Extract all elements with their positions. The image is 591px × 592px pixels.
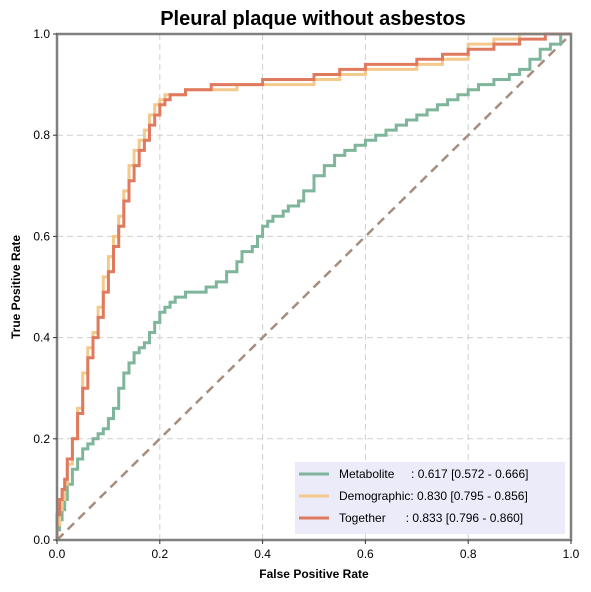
y-axis-label: True Positive Rate	[9, 235, 23, 339]
x-tick-label-0: 0.0	[49, 547, 66, 561]
y-tick-label-4: 0.8	[33, 128, 50, 142]
legend-entry-together: Together : 0.833 [0.796 - 0.860]	[339, 511, 523, 525]
legend-entry-metabolite: Metabolite : 0.617 [0.572 - 0.666]	[339, 467, 528, 481]
x-tick-label-5: 1.0	[563, 547, 580, 561]
y-tick-label-1: 0.2	[33, 432, 50, 446]
y-tick-label-5: 1.0	[33, 27, 50, 41]
y-tick-label-3: 0.6	[33, 229, 50, 243]
x-tick-label-1: 0.2	[151, 547, 168, 561]
x-tick-label-3: 0.6	[357, 547, 374, 561]
chart-title: Pleural plaque without asbestos	[160, 8, 466, 30]
x-axis-label: False Positive Rate	[259, 567, 369, 581]
legend: Metabolite : 0.617 [0.572 - 0.666] Demogr…	[295, 462, 565, 534]
y-tick-label-0: 0.0	[33, 533, 50, 547]
y-tick-label-2: 0.4	[33, 331, 50, 345]
x-tick-label-4: 0.8	[460, 547, 477, 561]
legend-entry-demographic: Demographic: 0.830 [0.795 - 0.856]	[339, 489, 528, 503]
x-tick-label-2: 0.4	[254, 547, 271, 561]
